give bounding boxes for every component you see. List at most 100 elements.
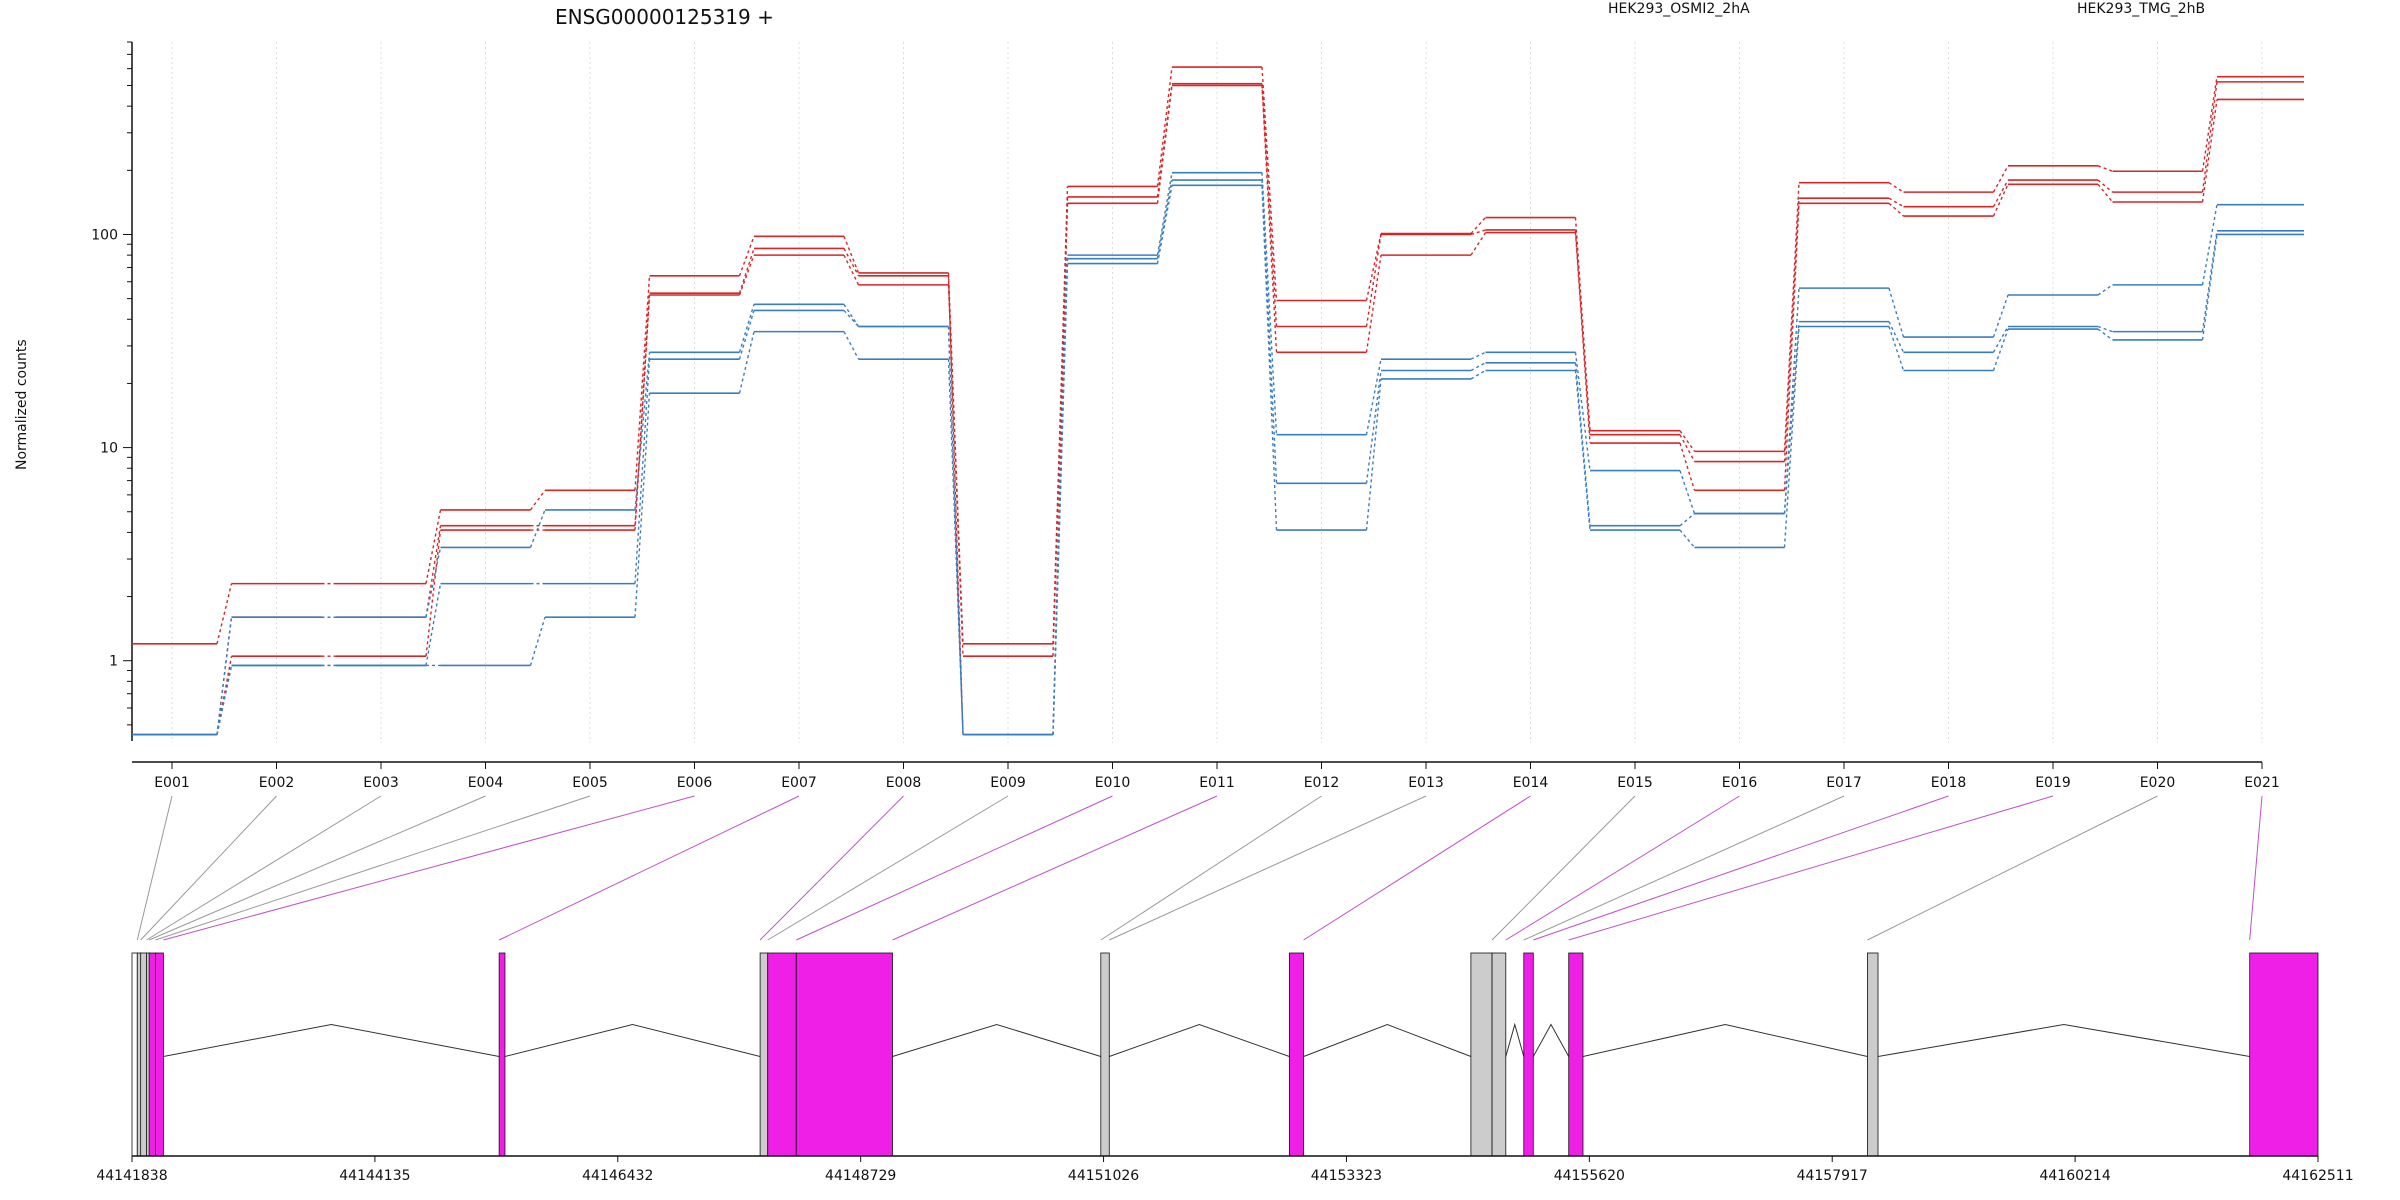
series-connector — [947, 326, 964, 735]
series-connector — [1574, 229, 1591, 435]
series-connector — [843, 309, 860, 327]
exon-connector — [136, 795, 173, 941]
series-connector — [1679, 442, 1696, 491]
series-connector — [216, 583, 233, 644]
series-connector — [1156, 185, 1173, 264]
series-connector — [1261, 83, 1278, 327]
exon-block — [2249, 952, 2319, 1157]
exon-connector — [146, 795, 382, 941]
x-tick-label: E018 — [1931, 775, 1967, 791]
intron-line — [1505, 1022, 1525, 1057]
series-connector — [843, 303, 860, 327]
exon-connector — [1491, 795, 1636, 941]
series-connector — [1679, 434, 1696, 462]
series-connector — [1888, 197, 1904, 208]
intron-line — [892, 1023, 1101, 1057]
exon-connector — [1109, 795, 1427, 941]
x-tick-label: E019 — [2035, 775, 2071, 791]
exon-block — [767, 952, 797, 1157]
series-connector — [425, 547, 442, 618]
x-tick-label: E002 — [259, 775, 295, 791]
series-connector — [216, 665, 233, 735]
genome-tick-label: 44162511 — [2282, 1168, 2353, 1184]
exon-block — [795, 952, 893, 1157]
series-connector — [947, 275, 964, 735]
exon-block — [1100, 952, 1110, 1157]
series-connector — [738, 254, 755, 296]
series-connector — [2097, 284, 2113, 296]
series-line — [132, 184, 2304, 736]
intron-line — [504, 1023, 761, 1057]
axes: 1 10 100 E001 E002 E003 E004 E005 E006 E007 E008 E0… — [91, 41, 2280, 791]
exon-connector — [1100, 795, 1322, 941]
x-tick-label: E016 — [1722, 775, 1758, 791]
chart-title: ENSG00000125319 + — [555, 5, 774, 29]
exon-block — [148, 952, 156, 1157]
series-connector — [1365, 255, 1382, 353]
series-connector — [529, 617, 546, 666]
series-connector — [1888, 321, 1905, 353]
series-connector — [216, 617, 233, 735]
x-tick-label: E004 — [468, 775, 504, 791]
series-connector — [2201, 204, 2218, 286]
x-tick-label: E010 — [1095, 775, 1131, 791]
series-connector — [1574, 232, 1591, 444]
series-line — [132, 84, 2304, 736]
exon-connector — [892, 795, 1218, 941]
series-connector — [738, 331, 755, 394]
genome-tick-label: 44160214 — [2039, 1168, 2110, 1184]
exon-connector — [759, 795, 904, 941]
series-connector — [2201, 81, 2218, 193]
y-axis-label: Normalized counts — [14, 339, 30, 470]
series-connector — [1470, 362, 1486, 372]
series-connector — [1052, 263, 1069, 735]
exon-connector — [498, 795, 800, 941]
x-tick-label: E006 — [677, 775, 713, 791]
x-tick-label: E009 — [990, 775, 1026, 791]
x-tick-label: E003 — [363, 775, 399, 791]
series-connector — [634, 352, 651, 510]
x-tick-label: E012 — [1304, 775, 1340, 791]
intron-line — [1582, 1023, 1868, 1057]
series-connector — [425, 509, 442, 584]
series-connector — [1888, 287, 1905, 338]
grid-lines — [171, 42, 2263, 743]
x-tick-label: E008 — [886, 775, 922, 791]
x-tick-label: E015 — [1617, 775, 1653, 791]
x-tick-label: E014 — [1513, 775, 1549, 791]
series-connector — [1261, 67, 1278, 301]
series-connector — [843, 254, 860, 286]
x-tick-label: E021 — [2244, 775, 2280, 791]
series-connector — [1156, 67, 1173, 187]
x-tick-label: E011 — [1199, 775, 1235, 791]
exon-connector — [1568, 795, 2054, 941]
series-connector — [1679, 513, 1695, 527]
exon-connector — [155, 795, 591, 941]
series-connector — [529, 489, 546, 511]
series-connector — [425, 583, 442, 666]
series-connector — [843, 236, 860, 274]
series-connector — [738, 236, 755, 277]
series-connector — [1992, 294, 2009, 338]
series-connector — [1992, 179, 2009, 208]
series-connector — [1679, 529, 1696, 548]
series-connector — [2097, 183, 2114, 203]
y-tick-label: 1 — [109, 654, 118, 670]
x-tick-label: E017 — [1826, 775, 1862, 791]
series-connector — [1365, 378, 1382, 531]
y-tick-label: 10 — [100, 441, 118, 457]
genome-tick-label: 44146432 — [582, 1168, 653, 1184]
exon-block — [1523, 952, 1534, 1157]
exon-connector — [1867, 795, 2158, 941]
series-connector — [216, 656, 233, 735]
x-tick-label: E001 — [154, 775, 190, 791]
genome-tick-label: 44153323 — [1311, 1168, 1382, 1184]
series-connector — [1261, 185, 1278, 531]
intron-line — [163, 1023, 500, 1057]
legend-entry-osmi2: HEK293_OSMI2_2hA — [1608, 1, 1750, 17]
series-connector — [1261, 85, 1278, 353]
x-tick-label: E013 — [1408, 775, 1444, 791]
series-line — [132, 171, 2304, 736]
intron-line — [1109, 1023, 1290, 1057]
